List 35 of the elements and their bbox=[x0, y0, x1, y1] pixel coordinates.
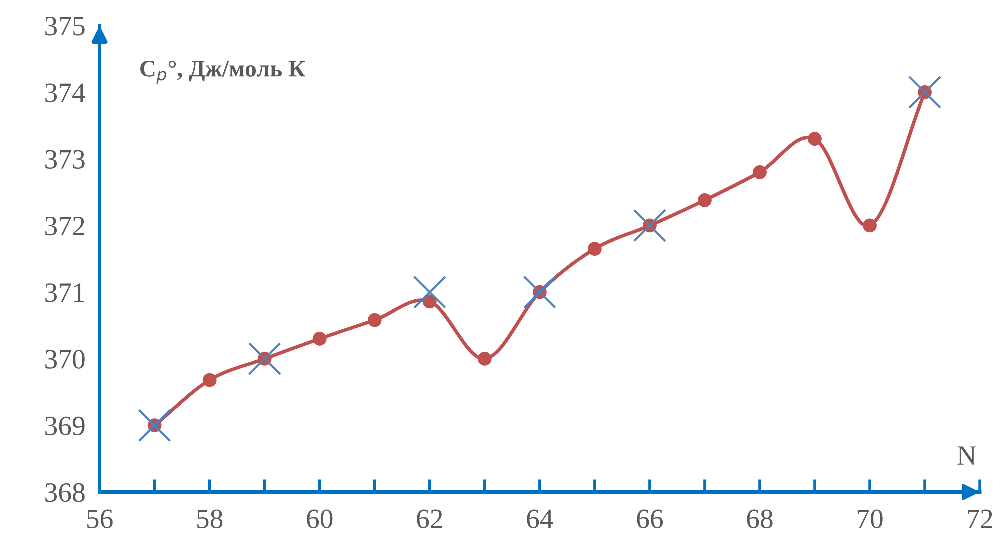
x-tick-label: 70 bbox=[858, 510, 883, 528]
x-tick-label: 64 bbox=[527, 510, 554, 528]
y-tick-label: 374 bbox=[46, 84, 86, 102]
point bbox=[413, 276, 446, 309]
point bbox=[138, 409, 172, 442]
y-tick-label: 370 bbox=[46, 350, 85, 369]
point bbox=[523, 276, 556, 309]
point bbox=[633, 209, 667, 242]
x-tick-label: 68 bbox=[747, 510, 773, 528]
x-tick-label: 60 bbox=[307, 510, 333, 528]
y-axis-title: C$_{p}$°, Дж/моль К bbox=[140, 60, 306, 84]
point bbox=[908, 76, 942, 110]
x-tick-label: 56 bbox=[88, 510, 113, 528]
point bbox=[312, 332, 327, 346]
y-tick-label: 375 bbox=[46, 17, 85, 36]
point bbox=[478, 352, 492, 366]
point bbox=[863, 218, 877, 233]
point bbox=[248, 342, 282, 376]
y-tick-label: 372 bbox=[46, 216, 84, 236]
y-tick-label: 371 bbox=[46, 284, 84, 302]
point bbox=[422, 294, 437, 309]
x-tick-label: 66 bbox=[637, 510, 664, 528]
x-axis-title: N bbox=[958, 446, 976, 465]
point bbox=[368, 313, 382, 328]
point bbox=[753, 165, 767, 180]
x-tick-label: 72 bbox=[968, 510, 992, 528]
x-tick-label: 62 bbox=[417, 510, 442, 528]
point bbox=[202, 373, 217, 388]
y-tick-label: 373 bbox=[46, 150, 85, 170]
point bbox=[808, 132, 822, 146]
y-tick-label: 369 bbox=[46, 416, 85, 436]
x-tick-label: 58 bbox=[198, 510, 223, 528]
point bbox=[588, 242, 602, 256]
point bbox=[698, 193, 712, 208]
y-tick-label: 368 bbox=[46, 483, 85, 502]
